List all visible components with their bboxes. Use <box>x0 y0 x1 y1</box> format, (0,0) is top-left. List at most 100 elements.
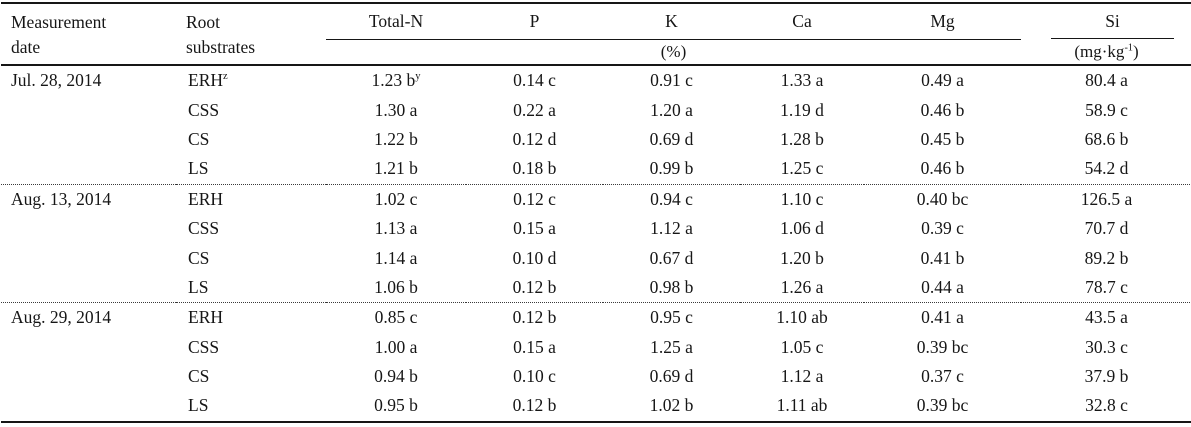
table-row: CS 1.14 a 0.10 d 0.67 d 1.20 b 0.41 b 89.2 b <box>1 243 1191 272</box>
substrate-cell: CS <box>188 128 210 149</box>
value-cell-mg: 0.41 b <box>920 247 965 268</box>
value-cell-si: 32.8 c <box>1085 395 1128 416</box>
substrate-cell: CSS <box>188 99 220 120</box>
header-si-label: Si <box>1051 4 1174 40</box>
substrate-cell: LS <box>188 158 209 179</box>
value-cell-ca: 1.10 c <box>740 183 864 214</box>
table-row: CS 0.94 b 0.10 c 0.69 d 1.12 a 0.37 c 37.9 b <box>1 362 1191 391</box>
value-cell-p: 0.12 d <box>512 128 557 149</box>
value-cell-k: 0.94 c <box>603 183 740 214</box>
header-root-substrates: Root substrates <box>176 3 326 66</box>
measurement-date-cell <box>1 391 176 421</box>
value-cell-mg: 0.37 c <box>921 366 964 387</box>
value-cell-k: 0.95 c <box>603 302 740 333</box>
measurement-date-cell <box>1 273 176 303</box>
value-cell-p: 0.15 a <box>513 336 556 357</box>
value-cell-total-n: 1.13 a <box>374 218 418 239</box>
value-cell-p: 0.12 c <box>466 183 603 214</box>
value-cell-si: 78.7 c <box>1085 276 1128 297</box>
value-cell-total-n: 1.23 by <box>371 70 421 91</box>
value-cell-mg: 0.46 b <box>920 158 965 179</box>
value-cell-ca: 1.26 a <box>780 276 824 297</box>
value-cell-ca: 1.05 c <box>780 336 824 357</box>
measurement-date-cell <box>1 125 176 154</box>
value-cell-si: 54.2 d <box>1084 158 1129 179</box>
value-cell-k: 1.02 b <box>649 395 694 416</box>
value-cell-si: 30.3 c <box>1085 336 1128 357</box>
value-cell-si: 37.9 b <box>1084 366 1129 387</box>
value-cell-k: 0.69 d <box>649 128 694 149</box>
value-cell-ca: 1.33 a <box>780 70 824 91</box>
value-cell-p: 0.12 b <box>466 302 603 333</box>
value-cell-mg: 0.40 bc <box>864 183 1021 214</box>
value-cell-total-n: 1.22 b <box>374 128 418 149</box>
header-row-main: Measurement date Root substrates Total-N… <box>1 3 1191 66</box>
measurement-date-cell: Aug. 29, 2014 <box>1 302 176 333</box>
value-cell-total-n: 1.00 a <box>374 336 418 357</box>
value-cell-ca: 1.25 c <box>780 158 824 179</box>
substrate-cell: ERH <box>176 183 326 214</box>
measurement-date-cell: Jul. 28, 2014 <box>11 70 102 91</box>
value-cell-k: 0.69 d <box>649 366 694 387</box>
value-cell-si: 43.5 a <box>1021 302 1191 333</box>
header-k: K <box>603 3 740 40</box>
measurement-date-cell <box>1 333 176 362</box>
value-cell-total-n: 0.85 c <box>326 302 466 333</box>
value-cell-si: 58.9 c <box>1085 99 1128 120</box>
substrate-cell: CSS <box>188 218 220 239</box>
value-cell-total-n: 1.21 b <box>374 158 418 179</box>
value-cell-si: 68.6 b <box>1084 128 1129 149</box>
value-cell-total-n: 1.30 a <box>374 99 418 120</box>
value-cell-ca: 1.11 ab <box>776 395 828 416</box>
table-row: CSS 1.13 a 0.15 a 1.12 a 1.06 d 0.39 c 70.7 d <box>1 214 1191 243</box>
table-row: Jul. 28, 2014 ERHz 1.23 by 0.14 c 0.91 c 1.33… <box>1 65 1191 95</box>
header-ca: Ca <box>740 3 864 40</box>
table-row: Aug. 29, 2014 ERH 0.85 c 0.12 b 0.95 c 1.10 a… <box>1 302 1191 333</box>
value-cell-total-n: 0.94 b <box>374 366 418 387</box>
measurement-date-cell <box>1 95 176 124</box>
measurement-date-cell <box>1 243 176 272</box>
value-cell-k: 1.25 a <box>650 336 693 357</box>
value-cell-mg: 0.39 c <box>921 218 964 239</box>
value-cell-p: 0.22 a <box>513 99 556 120</box>
value-cell-p: 0.12 b <box>512 276 557 297</box>
value-cell-total-n: 0.95 b <box>374 395 418 416</box>
table-row: CSS 1.00 a 0.15 a 1.25 a 1.05 c 0.39 bc 30.3 c <box>1 333 1191 362</box>
table-row: LS 1.06 b 0.12 b 0.98 b 1.26 a 0.44 a 78.7 c <box>1 273 1191 303</box>
value-cell-mg: 0.45 b <box>920 128 965 149</box>
value-cell-p: 0.18 b <box>512 158 557 179</box>
value-cell-k: 1.12 a <box>650 218 693 239</box>
measurement-date-cell <box>1 214 176 243</box>
measurement-date-cell <box>1 362 176 391</box>
value-cell-ca: 1.12 a <box>780 366 824 387</box>
value-cell-p: 0.12 b <box>512 395 557 416</box>
header-si-unit: (mg·kg-1) <box>1021 39 1191 66</box>
value-cell-ca: 1.06 d <box>780 218 824 239</box>
value-cell-mg: 0.46 b <box>920 99 965 120</box>
value-cell-k: 1.20 a <box>650 99 693 120</box>
table-row: LS 1.21 b 0.18 b 0.99 b 1.25 c 0.46 b 54.2 d <box>1 154 1191 184</box>
value-cell-p: 0.10 c <box>513 366 556 387</box>
value-cell-p: 0.15 a <box>513 218 556 239</box>
table-body: Jul. 28, 2014 ERHz 1.23 by 0.14 c 0.91 c 1.33… <box>1 65 1191 422</box>
header-total-n: Total-N <box>326 3 466 40</box>
value-cell-si: 89.2 b <box>1084 247 1129 268</box>
measurement-date-cell: Aug. 13, 2014 <box>1 183 176 214</box>
value-cell-total-n: 1.06 b <box>374 276 418 297</box>
substrate-cell: LS <box>188 276 209 297</box>
header-mg: Mg <box>864 3 1021 40</box>
value-cell-total-n: 1.14 a <box>374 247 418 268</box>
header-measurement-date: Measurement date <box>1 3 176 66</box>
substrate-cell: ERHz <box>188 70 228 91</box>
value-cell-ca: 1.10 ab <box>740 302 864 333</box>
table-row: Aug. 13, 2014 ERH 1.02 c 0.12 c 0.94 c 1.10 c… <box>1 183 1191 214</box>
value-cell-k: 0.99 b <box>649 158 694 179</box>
value-cell-k: 0.91 c <box>650 70 693 91</box>
si-unit-superscript: -1 <box>1124 42 1133 54</box>
substrate-cell: LS <box>188 395 209 416</box>
si-unit-prefix: (mg·kg <box>1074 41 1125 61</box>
table-row: CS 1.22 b 0.12 d 0.69 d 1.28 b 0.45 b 68.6 b <box>1 125 1191 154</box>
measurement-date-cell <box>1 154 176 184</box>
table-row: LS 0.95 b 0.12 b 1.02 b 1.11 ab 0.39 bc 32.8 c <box>1 391 1191 421</box>
